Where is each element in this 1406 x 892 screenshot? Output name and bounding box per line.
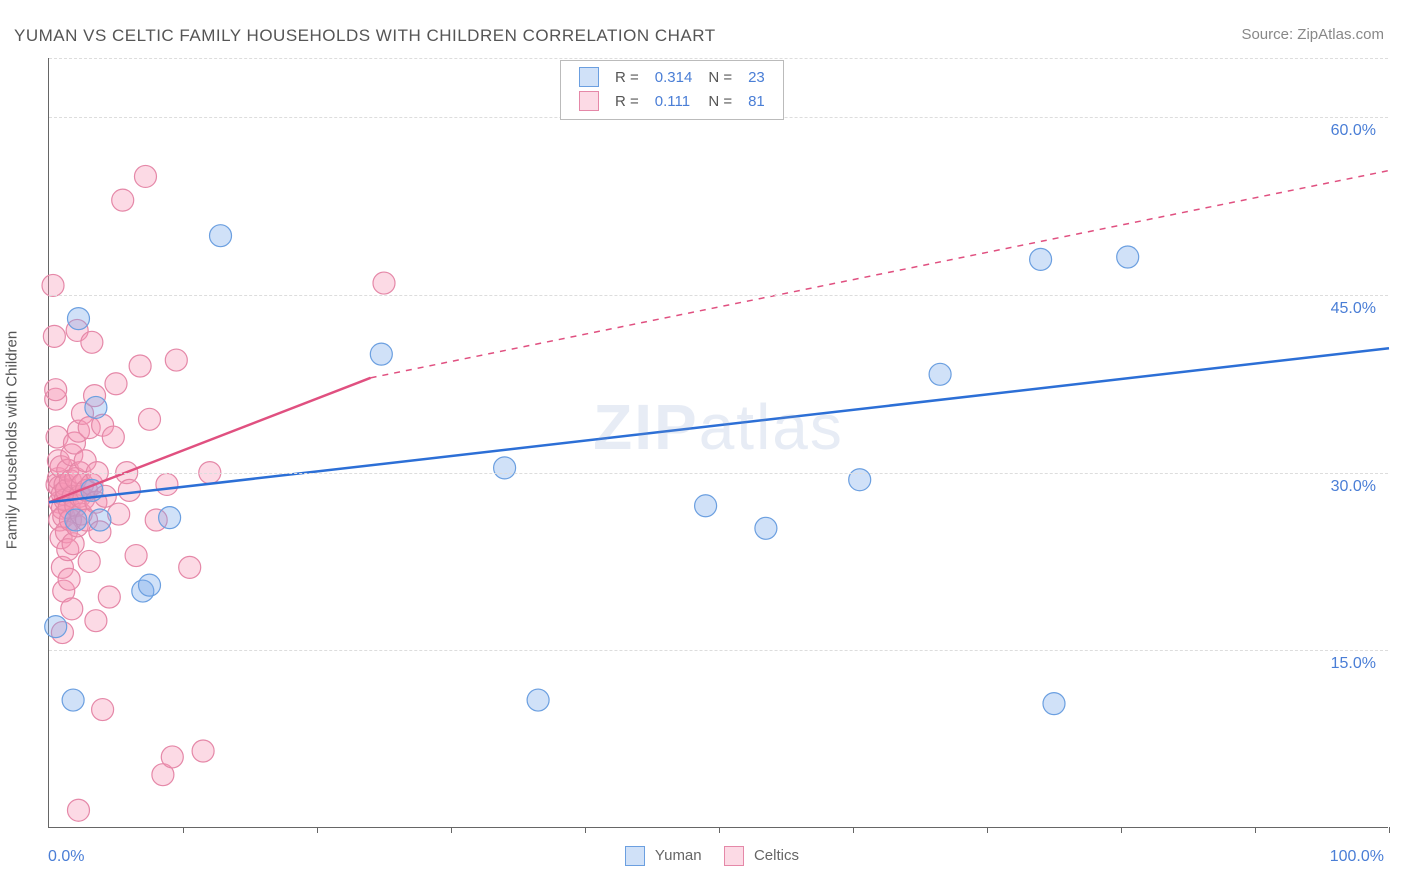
gridline	[49, 650, 1388, 651]
chart-container: YUMAN VS CELTIC FAMILY HOUSEHOLDS WITH C…	[0, 0, 1406, 892]
point-celtics	[42, 274, 64, 296]
point-yuman	[210, 225, 232, 247]
point-yuman	[1043, 693, 1065, 715]
x-tick	[1255, 827, 1256, 833]
point-celtics	[105, 373, 127, 395]
point-yuman	[755, 517, 777, 539]
point-celtics	[78, 550, 100, 572]
point-yuman	[139, 574, 161, 596]
point-yuman	[1117, 246, 1139, 268]
point-yuman	[494, 457, 516, 479]
x-tick	[719, 827, 720, 833]
gridline	[49, 58, 1388, 59]
point-celtics	[85, 610, 107, 632]
point-yuman	[370, 343, 392, 365]
legend-swatch-celtics	[724, 846, 744, 866]
point-celtics	[61, 598, 83, 620]
swatch-celtics	[579, 91, 599, 111]
point-celtics	[45, 379, 67, 401]
point-yuman	[527, 689, 549, 711]
point-yuman	[695, 495, 717, 517]
stats-row-yuman: R =0.314 N =23	[571, 65, 773, 89]
legend-label-yuman: Yuman	[655, 847, 702, 864]
swatch-yuman	[579, 67, 599, 87]
point-celtics	[102, 426, 124, 448]
r-value-celtics: 0.111	[647, 89, 701, 113]
plot-area: ZIPatlas 15.0%30.0%45.0%60.0%	[48, 58, 1388, 828]
point-celtics	[58, 568, 80, 590]
point-celtics	[192, 740, 214, 762]
point-yuman	[929, 363, 951, 385]
point-celtics	[161, 746, 183, 768]
y-tick-label: 15.0%	[1331, 655, 1376, 673]
legend-label-celtics: Celtics	[754, 847, 799, 864]
point-celtics	[134, 165, 156, 187]
stats-row-celtics: R =0.111 N =81	[571, 89, 773, 113]
point-celtics	[179, 556, 201, 578]
point-celtics	[129, 355, 151, 377]
r-value-yuman: 0.314	[647, 65, 701, 89]
point-celtics	[165, 349, 187, 371]
point-yuman	[45, 616, 67, 638]
x-tick	[183, 827, 184, 833]
point-celtics	[125, 545, 147, 567]
point-yuman	[89, 509, 111, 531]
point-yuman	[1030, 248, 1052, 270]
point-celtics	[92, 699, 114, 721]
y-tick-label: 45.0%	[1331, 300, 1376, 318]
source-attribution: Source: ZipAtlas.com	[1241, 26, 1384, 43]
x-tick	[853, 827, 854, 833]
y-tick-label: 30.0%	[1331, 478, 1376, 496]
y-tick-label: 60.0%	[1331, 122, 1376, 140]
point-yuman	[62, 689, 84, 711]
point-yuman	[159, 507, 181, 529]
point-yuman	[65, 509, 87, 531]
bottom-legend: Yuman Celtics	[0, 846, 1406, 866]
y-axis-label: Family Households with Children	[4, 331, 21, 549]
gridline	[49, 295, 1388, 296]
x-tick	[987, 827, 988, 833]
stats-legend: R =0.314 N =23 R =0.111 N =81	[560, 60, 784, 120]
chart-title: YUMAN VS CELTIC FAMILY HOUSEHOLDS WITH C…	[14, 26, 716, 46]
point-celtics	[98, 586, 120, 608]
n-value-celtics: 81	[740, 89, 773, 113]
x-tick	[1121, 827, 1122, 833]
point-celtics	[139, 408, 161, 430]
point-yuman	[85, 396, 107, 418]
trendline-celtics-dashed	[371, 171, 1389, 378]
x-tick	[317, 827, 318, 833]
point-yuman	[67, 308, 89, 330]
legend-swatch-yuman	[625, 846, 645, 866]
point-celtics	[81, 331, 103, 353]
point-celtics	[373, 272, 395, 294]
point-celtics	[67, 799, 89, 821]
x-tick	[585, 827, 586, 833]
n-value-yuman: 23	[740, 65, 773, 89]
x-tick	[451, 827, 452, 833]
point-celtics	[156, 473, 178, 495]
chart-svg	[49, 58, 1388, 827]
point-celtics	[112, 189, 134, 211]
point-celtics	[43, 325, 65, 347]
point-celtics	[118, 479, 140, 501]
x-tick	[1389, 827, 1390, 833]
gridline	[49, 473, 1388, 474]
